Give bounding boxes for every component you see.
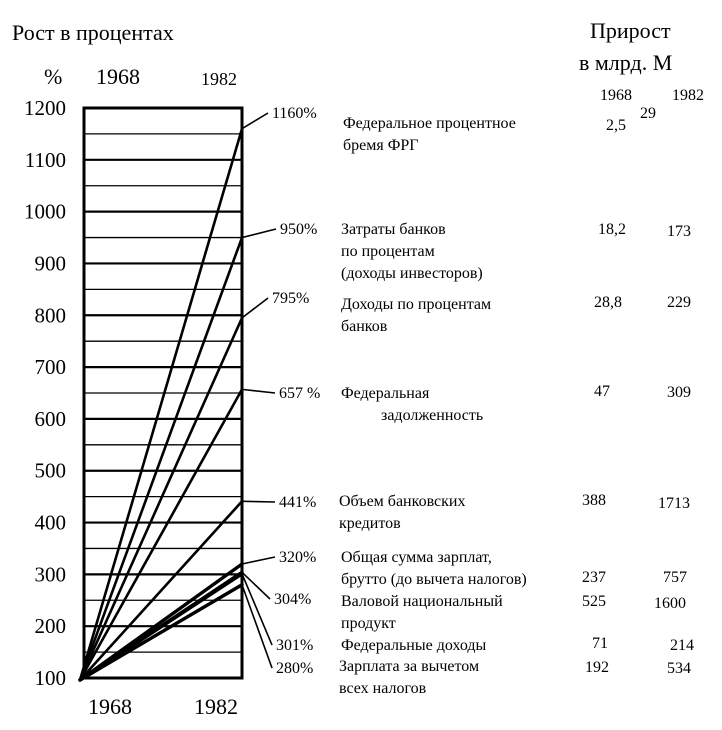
- table-row-description: Доходы по процентам банков: [341, 294, 491, 338]
- value-1982: 173: [667, 223, 691, 240]
- value-1968: 71: [592, 635, 608, 652]
- percent-symbol: %: [44, 64, 63, 89]
- description-line: брутто (до вычета налогов): [341, 571, 527, 588]
- y-tick-label: 400: [35, 511, 67, 535]
- description-line: банков: [341, 318, 388, 335]
- series-line: [78, 499, 244, 682]
- leader-line: [241, 571, 271, 600]
- y-tick-label: 200: [35, 614, 67, 638]
- label-leaders: [241, 112, 277, 669]
- table-row-description: Зарплата за вычетом всех налогов: [339, 656, 479, 700]
- leader-line: [241, 573, 273, 646]
- description-line: Федеральная: [341, 385, 430, 402]
- value-1982: 309: [667, 384, 691, 401]
- value-1968: 47: [594, 383, 610, 400]
- top-year-1982: 1982: [201, 69, 237, 89]
- end-label: 320%: [279, 549, 316, 566]
- y-tick-label: 300: [35, 562, 67, 586]
- y-tick-label: 700: [35, 355, 67, 379]
- leader-line: [241, 297, 269, 319]
- description-line: по процентам: [341, 243, 435, 260]
- value-1968: 237: [582, 569, 606, 586]
- y-tick-label: 600: [35, 407, 67, 431]
- value-1968: 2,5: [606, 117, 626, 134]
- description-line: всех налогов: [339, 680, 427, 697]
- y-tick-label: 800: [35, 303, 67, 327]
- x-tick-1968: 1968: [88, 694, 132, 719]
- value-1982: 29: [640, 105, 656, 122]
- value-1982: 229: [667, 294, 691, 311]
- series-line: [78, 127, 244, 682]
- leader-line: [241, 228, 277, 239]
- end-label: 304%: [274, 591, 311, 608]
- table-row-description: Федеральная задолженность: [341, 383, 483, 427]
- description-line: продукт: [341, 615, 396, 632]
- end-labels: 1160% 950% 795% 657 % 441% 320% 304% 301% 280%: [272, 105, 320, 677]
- table-row-description: Объем банковских кредитов: [339, 491, 465, 535]
- value-1982: 757: [663, 569, 687, 586]
- end-label: 795%: [272, 290, 309, 307]
- description-line: Затраты банков: [341, 221, 446, 238]
- table-row-description: Федеральные доходы: [341, 635, 486, 657]
- chart-grid: [82, 106, 244, 680]
- end-label: 1160%: [272, 105, 317, 122]
- description-line: (доходы инвесторов): [341, 265, 483, 282]
- table-row-description: Федеральное процентное бремя ФРГ: [343, 113, 516, 157]
- chart-ylabel: Рост в процентах: [12, 20, 174, 45]
- description-line: Федеральное процентное: [343, 115, 516, 132]
- description-line: Федеральные доходы: [341, 637, 487, 654]
- end-label: 441%: [279, 494, 316, 511]
- top-year-1968: 1968: [96, 64, 140, 89]
- column-header-1968: 1968: [600, 87, 632, 104]
- table-row-description: Общая сумма зарплат, брутто (до вычета на…: [341, 547, 527, 591]
- leader-line: [241, 584, 273, 669]
- y-tick-label: 900: [35, 251, 67, 275]
- leader-line: [241, 556, 276, 565]
- end-label: 280%: [276, 660, 313, 677]
- table-row-description: Затраты банков по процентам (доходы инвест…: [341, 219, 483, 285]
- series-line: [78, 236, 244, 682]
- right-title-line1: Прирост: [590, 18, 671, 43]
- description-line: Общая сумма зарплат,: [341, 549, 492, 566]
- y-tick-label: 1100: [25, 148, 66, 172]
- leader-line: [241, 112, 269, 130]
- y-axis-ticks: 100 200 300 400 500 600 700 800 900 1000 1100 1200: [24, 96, 66, 690]
- series-line: [78, 316, 244, 682]
- value-1982: 214: [670, 637, 694, 654]
- value-1968: 388: [582, 492, 606, 509]
- value-1982: 1713: [658, 495, 690, 512]
- value-1968: 192: [585, 659, 609, 676]
- leader-line: [241, 500, 276, 503]
- description-line: Доходы по процентам: [341, 296, 492, 313]
- end-label: 301%: [276, 637, 313, 654]
- y-tick-label: 100: [35, 666, 67, 690]
- y-tick-label: 500: [35, 459, 67, 483]
- description-line: бремя ФРГ: [343, 137, 419, 154]
- column-header-1982: 1982: [672, 87, 704, 104]
- y-tick-label: 1200: [24, 96, 66, 120]
- description-line: кредитов: [339, 515, 401, 532]
- description-line: Зарплата за вычетом: [339, 658, 480, 675]
- value-1968: 28,8: [594, 294, 622, 311]
- series-line: [78, 388, 244, 682]
- value-1982: 1600: [654, 595, 686, 612]
- value-1968: 18,2: [598, 221, 626, 238]
- leader-line: [241, 388, 276, 394]
- description-line: Объем банковских: [339, 493, 466, 510]
- end-label: 950%: [280, 221, 317, 238]
- description-line: задолженность: [381, 407, 484, 424]
- y-tick-label: 1000: [24, 200, 66, 224]
- end-label: 657 %: [279, 385, 320, 402]
- table-row-description: Валовой национальный продукт: [341, 591, 503, 635]
- right-title-line2: в млрд. М: [579, 50, 673, 75]
- series-line: [78, 583, 244, 682]
- x-tick-1982: 1982: [194, 694, 238, 719]
- value-1968: 525: [582, 593, 606, 610]
- description-line: Валовой национальный: [341, 593, 503, 610]
- value-1982: 534: [667, 660, 691, 677]
- series-lines: [78, 127, 244, 682]
